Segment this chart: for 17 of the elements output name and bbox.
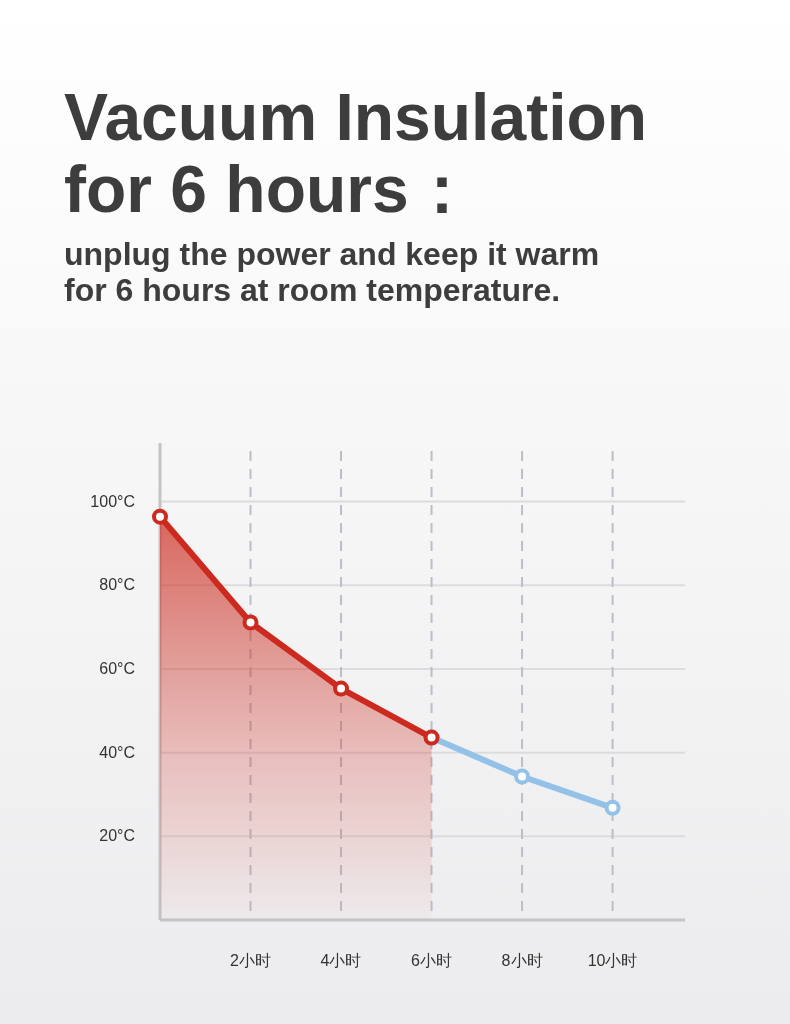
y-tick-label: 80°C: [99, 576, 135, 594]
point: [514, 768, 531, 785]
x-tick-label: 8小时: [501, 952, 543, 969]
x-tick-label: 6小时: [411, 952, 452, 969]
point: [604, 799, 621, 816]
y-tick-label: 100°C: [90, 492, 135, 510]
y-tick-label: 20°C: [99, 827, 135, 845]
point: [333, 680, 350, 697]
x-tick-label: 10小时: [587, 952, 638, 969]
x-tick-label: 4小时: [320, 952, 362, 969]
x-tick-label: 2小时: [230, 952, 271, 969]
chart-title: Vacuum Insulation for 6 hours：: [64, 80, 648, 226]
point: [152, 508, 168, 525]
chart-subtitle: unplug the power and keep it warm for 6 hours at room temperature.: [64, 236, 600, 308]
y-tick-label: 40°C: [99, 743, 135, 761]
point: [242, 614, 259, 631]
y-tick-label: 60°C: [99, 659, 135, 677]
